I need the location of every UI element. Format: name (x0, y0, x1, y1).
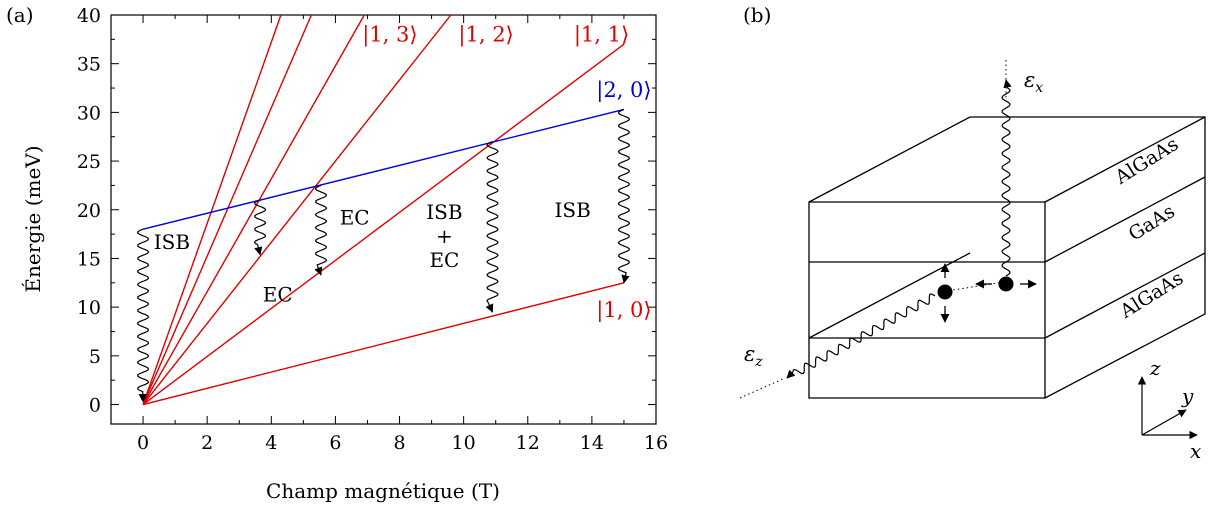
x-tick-label: 14 (580, 432, 604, 454)
transition-label: EC (263, 282, 293, 306)
x-tick-label: 6 (329, 432, 341, 454)
electron-horizontal-oscillation (998, 276, 1014, 292)
electron-vertical-oscillation (937, 284, 953, 300)
x-tick-label: 16 (644, 432, 668, 454)
series-line (142, 282, 625, 406)
panel-a-label: (a) (6, 3, 34, 27)
y-tick-label: 20 (77, 200, 101, 222)
transition-label: + (436, 224, 453, 248)
epsilon-z-label: εz (744, 342, 763, 370)
panel-a-energy-chart: (a) 0 2 4 6 8 10 12 14 16 0 5 10 15 20 25 30 35 40 ISB EC E… (6, 3, 668, 503)
state-labels: |1, 3⟩ |1, 2⟩ |1, 1⟩ |2, 0⟩ |1, 0⟩ (362, 22, 651, 323)
state-label: |1, 3⟩ (362, 22, 417, 47)
transition-wave-arrow (253, 199, 267, 256)
x-axis-label: x (1190, 439, 1201, 463)
wave-epsilon-z (786, 293, 936, 379)
y-tick-label: 15 (77, 248, 101, 270)
x-tick-label: 12 (516, 432, 540, 454)
layer-interface-upper-side (1044, 176, 1206, 263)
y-tick-label: 40 (77, 5, 101, 27)
beam-z-dotted-left (739, 377, 786, 399)
y-axis-label: y (1181, 384, 1194, 408)
layer-interface-lower-side (1044, 252, 1206, 339)
y-tick-label: 30 (77, 102, 101, 124)
z-axis-label: z (1149, 356, 1161, 380)
layer-label-middle: GaAs (1125, 200, 1179, 245)
beam-z-dotted-right (939, 281, 1005, 293)
series-line (142, 14, 365, 405)
transition-wave-arrow (485, 141, 499, 313)
y-tick-label: 25 (77, 151, 101, 173)
transition-label: ISB (554, 198, 590, 222)
plot-frame (110, 14, 657, 425)
state-label: |2, 0⟩ (596, 78, 651, 103)
wave-epsilon-x (1001, 79, 1012, 277)
state-label: |1, 2⟩ (458, 22, 513, 47)
panel-b-label: (b) (743, 3, 771, 27)
y-axis-arrow (1141, 409, 1187, 436)
series-line (142, 14, 313, 405)
state-label: |1, 0⟩ (596, 298, 651, 323)
y-axis-title: Énergie (meV) (21, 145, 45, 292)
y-tick-label: 5 (89, 346, 101, 368)
transition-wave-arrow (314, 184, 328, 276)
state-label: |1, 1⟩ (574, 22, 629, 47)
series-line (142, 14, 282, 405)
epsilon-x-label: εx (1024, 68, 1043, 96)
y-tick-label: 0 (89, 395, 101, 417)
coordinate-axes (1137, 376, 1198, 440)
transition-wave-arrow (617, 108, 631, 284)
series-lines (142, 14, 625, 406)
x-axis-title: Champ magnétique (T) (266, 479, 500, 503)
x-tick-label: 4 (265, 432, 277, 454)
heterostructure-block (808, 116, 1206, 399)
y-tick-label: 35 (77, 54, 101, 76)
series-line (142, 108, 625, 230)
transition-label: EC (340, 206, 370, 230)
transition-wave-arrow (136, 228, 150, 403)
x-tick-label: 8 (393, 432, 405, 454)
x-tick-label: 0 (137, 432, 149, 454)
transition-label: ISB (426, 200, 462, 224)
transition-label: EC (429, 248, 459, 272)
axis-ticks: 0 2 4 6 8 10 12 14 16 0 5 10 15 20 25 30 35 40 (77, 5, 668, 454)
series-line (142, 43, 625, 406)
x-tick-label: 10 (452, 432, 476, 454)
x-tick-label: 2 (201, 432, 213, 454)
panel-b-heterostructure: (b) AlGaAs GaAs AlGaAs εx εz (739, 3, 1206, 463)
transition-label: ISB (154, 230, 190, 254)
block-top-edge (1044, 116, 1206, 203)
series-line (142, 14, 452, 405)
y-tick-label: 10 (77, 297, 101, 319)
